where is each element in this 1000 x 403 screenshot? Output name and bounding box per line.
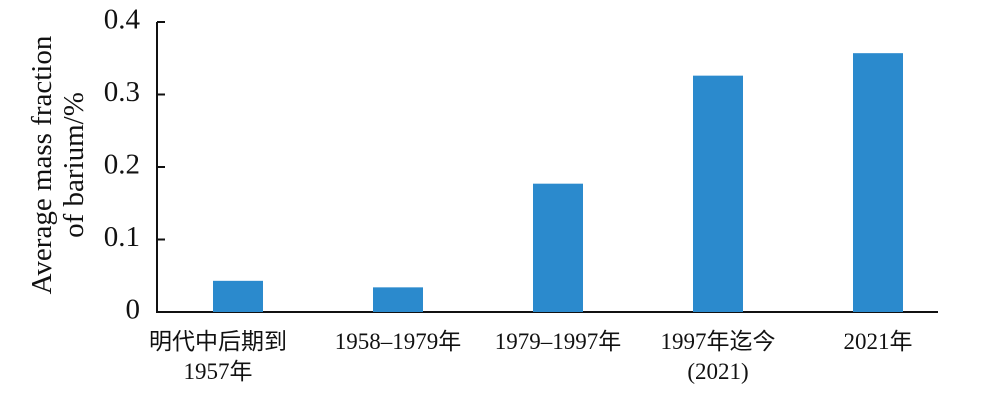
x-tick-label: 2021年: [843, 329, 913, 354]
x-tick-label: 1997年迄今 (2021): [660, 329, 776, 384]
x-tick-label: 1958–1979年: [334, 329, 462, 354]
bar: [853, 53, 903, 313]
y-tick-label: 0: [126, 294, 141, 326]
bar: [213, 280, 263, 312]
bar: [693, 75, 743, 313]
y-tick-label: 0.1: [104, 221, 140, 253]
bar: [373, 287, 423, 312]
y-tick-label: 0.4: [104, 4, 141, 36]
x-tick-label: 明代中后期到 1957年: [149, 329, 287, 384]
y-tick-label: 0.2: [104, 149, 140, 181]
bar: [533, 183, 583, 312]
y-tick-label: 0.3: [104, 76, 140, 108]
y-axis-label: Average mass fraction of barium/%: [26, 35, 90, 295]
x-tick-label: 1979–1997年: [494, 329, 622, 354]
